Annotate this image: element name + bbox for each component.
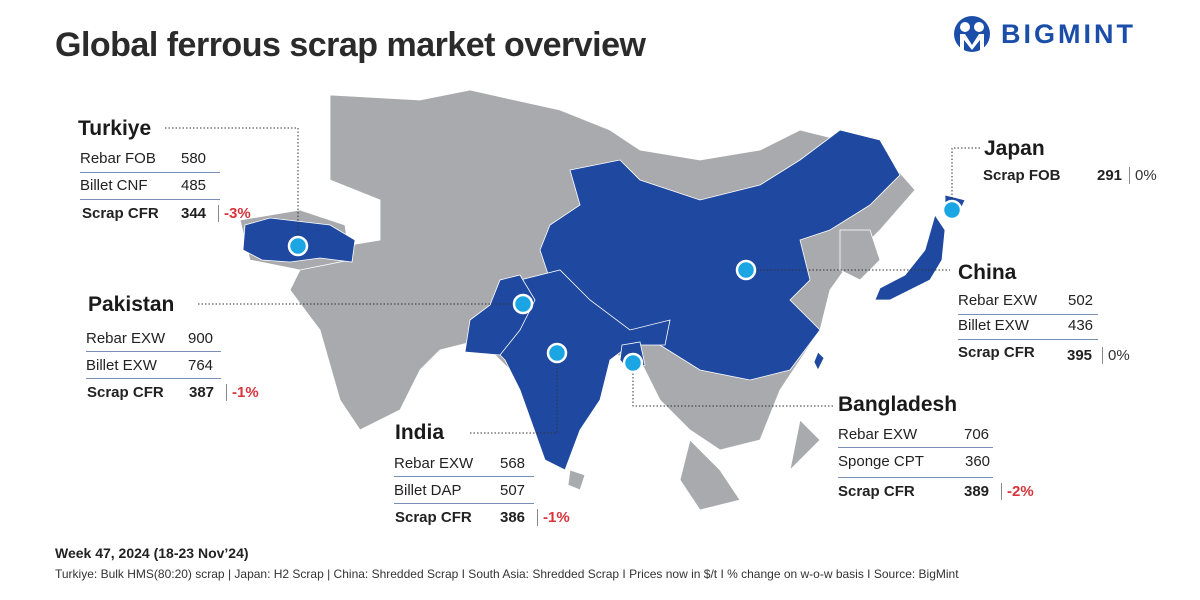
bangladesh-panel: Bangladesh Rebar EXW 706 Sponge CPT 360 Sc… — [838, 393, 1034, 500]
pakistan-panel: Pakistan Rebar EXW 900 Billet EXW 764 Scra… — [86, 293, 259, 401]
turkiye-marker — [287, 235, 309, 257]
region-name: China — [958, 261, 1017, 284]
change-badge: -3% — [218, 205, 251, 222]
change-badge: 0% — [1102, 347, 1130, 364]
leader-lines — [165, 127, 980, 434]
change-badge: 0% — [1129, 167, 1157, 184]
turkiye-panel: Turkiye Rebar FOB 580 Billet CNF 485 Scrap… — [78, 117, 251, 222]
japan-panel: Japan Scrap FOB 291 0% — [983, 137, 1157, 184]
bangladesh-marker — [622, 352, 644, 374]
region-name: Japan — [984, 137, 1045, 160]
region-name: Pakistan — [88, 293, 175, 316]
pakistan-shape — [464, 274, 536, 356]
bigmint-logo-icon — [954, 16, 990, 52]
india-panel: India Rebar EXW 568 Billet DAP 507 Scrap C… — [394, 421, 570, 526]
change-badge: -1% — [226, 384, 259, 401]
japan-marker — [941, 199, 963, 221]
region-name: Bangladesh — [838, 393, 958, 416]
region-name: Turkiye — [78, 117, 152, 140]
india-marker — [546, 342, 568, 364]
bigmint-logo: BIGMINT — [953, 15, 1136, 53]
change-badge: -1% — [537, 509, 570, 526]
change-badge: -2% — [1001, 483, 1034, 500]
china-marker — [735, 259, 757, 281]
bigmint-logo-text: BIGMINT — [1001, 18, 1136, 49]
week-label: Week 47, 2024 (18-23 Nov’24) — [55, 545, 249, 561]
china-panel: China Rebar EXW 502 Billet EXW 436 Scrap C… — [958, 261, 1130, 364]
page-title: Global ferrous scrap market overview — [55, 26, 646, 64]
taiwan-shape — [813, 351, 825, 371]
pakistan-marker — [512, 293, 534, 315]
footnote: Turkiye: Bulk HMS(80:20) scrap | Japan: … — [55, 567, 959, 581]
region-name: India — [395, 421, 445, 444]
